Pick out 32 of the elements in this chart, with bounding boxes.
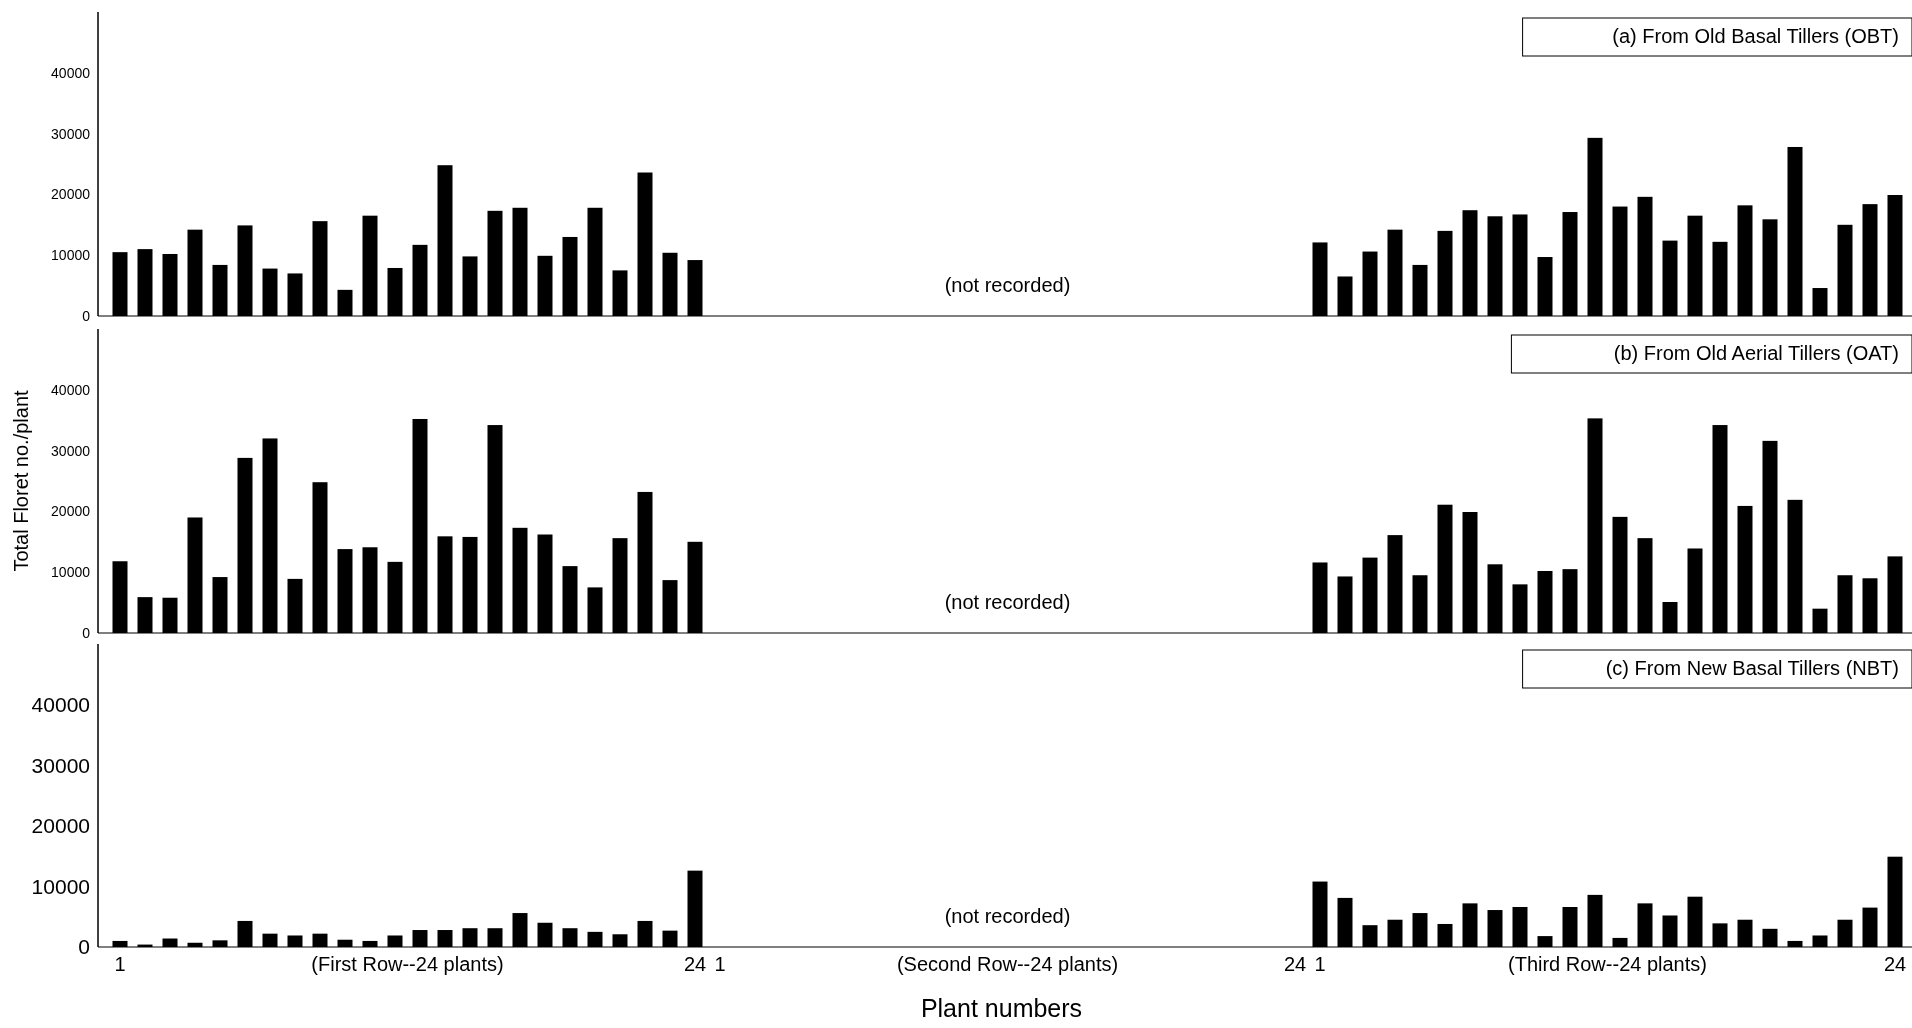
y-tick-label: 0 [82, 307, 91, 324]
y-tick-label: 10000 [31, 874, 90, 898]
text: (c) From New Basal Tillers (NBT) [1605, 657, 1899, 679]
x-tick-label: 1 [714, 953, 726, 975]
y-tick-label: 40000 [51, 64, 91, 81]
text: (Third Row--24 plants) [1508, 953, 1707, 975]
annotation: (not recorded) [944, 274, 1071, 296]
y-axis-title: Total Floret no./plant [10, 389, 32, 572]
annotation: (not recorded) [944, 905, 1071, 927]
y-tick-label: 30000 [51, 442, 91, 459]
x-axis-title: Plant numbers [920, 994, 1083, 1022]
annotation: (not recorded) [944, 591, 1071, 613]
x-tick-label: 1 [114, 953, 126, 975]
y-tick-label: 20000 [31, 814, 90, 838]
x-tick-label: 1 [1314, 953, 1326, 975]
y-tick-label: 40000 [51, 381, 91, 398]
x-tick-label: 24 [683, 953, 707, 975]
text: (a) From Old Basal Tillers (OBT) [1612, 25, 1899, 47]
y-tick-label: 20000 [51, 503, 91, 520]
text: (First Row--24 plants) [311, 953, 504, 975]
x-tick-label: 24 [1883, 953, 1907, 975]
y-tick-label: 30000 [51, 125, 91, 142]
y-tick-label: 0 [78, 935, 90, 959]
y-tick-label: 20000 [51, 186, 91, 203]
y-tick-label: 10000 [51, 564, 91, 581]
y-tick-label: 0 [82, 624, 91, 641]
y-tick-label: 10000 [51, 247, 91, 264]
x-tick-label: 24 [1283, 953, 1307, 975]
text: (Second Row--24 plants) [896, 953, 1119, 975]
text: (b) From Old Aerial Tillers (OAT) [1613, 342, 1899, 364]
y-tick-label: 40000 [31, 692, 90, 716]
y-tick-label: 30000 [31, 753, 90, 777]
